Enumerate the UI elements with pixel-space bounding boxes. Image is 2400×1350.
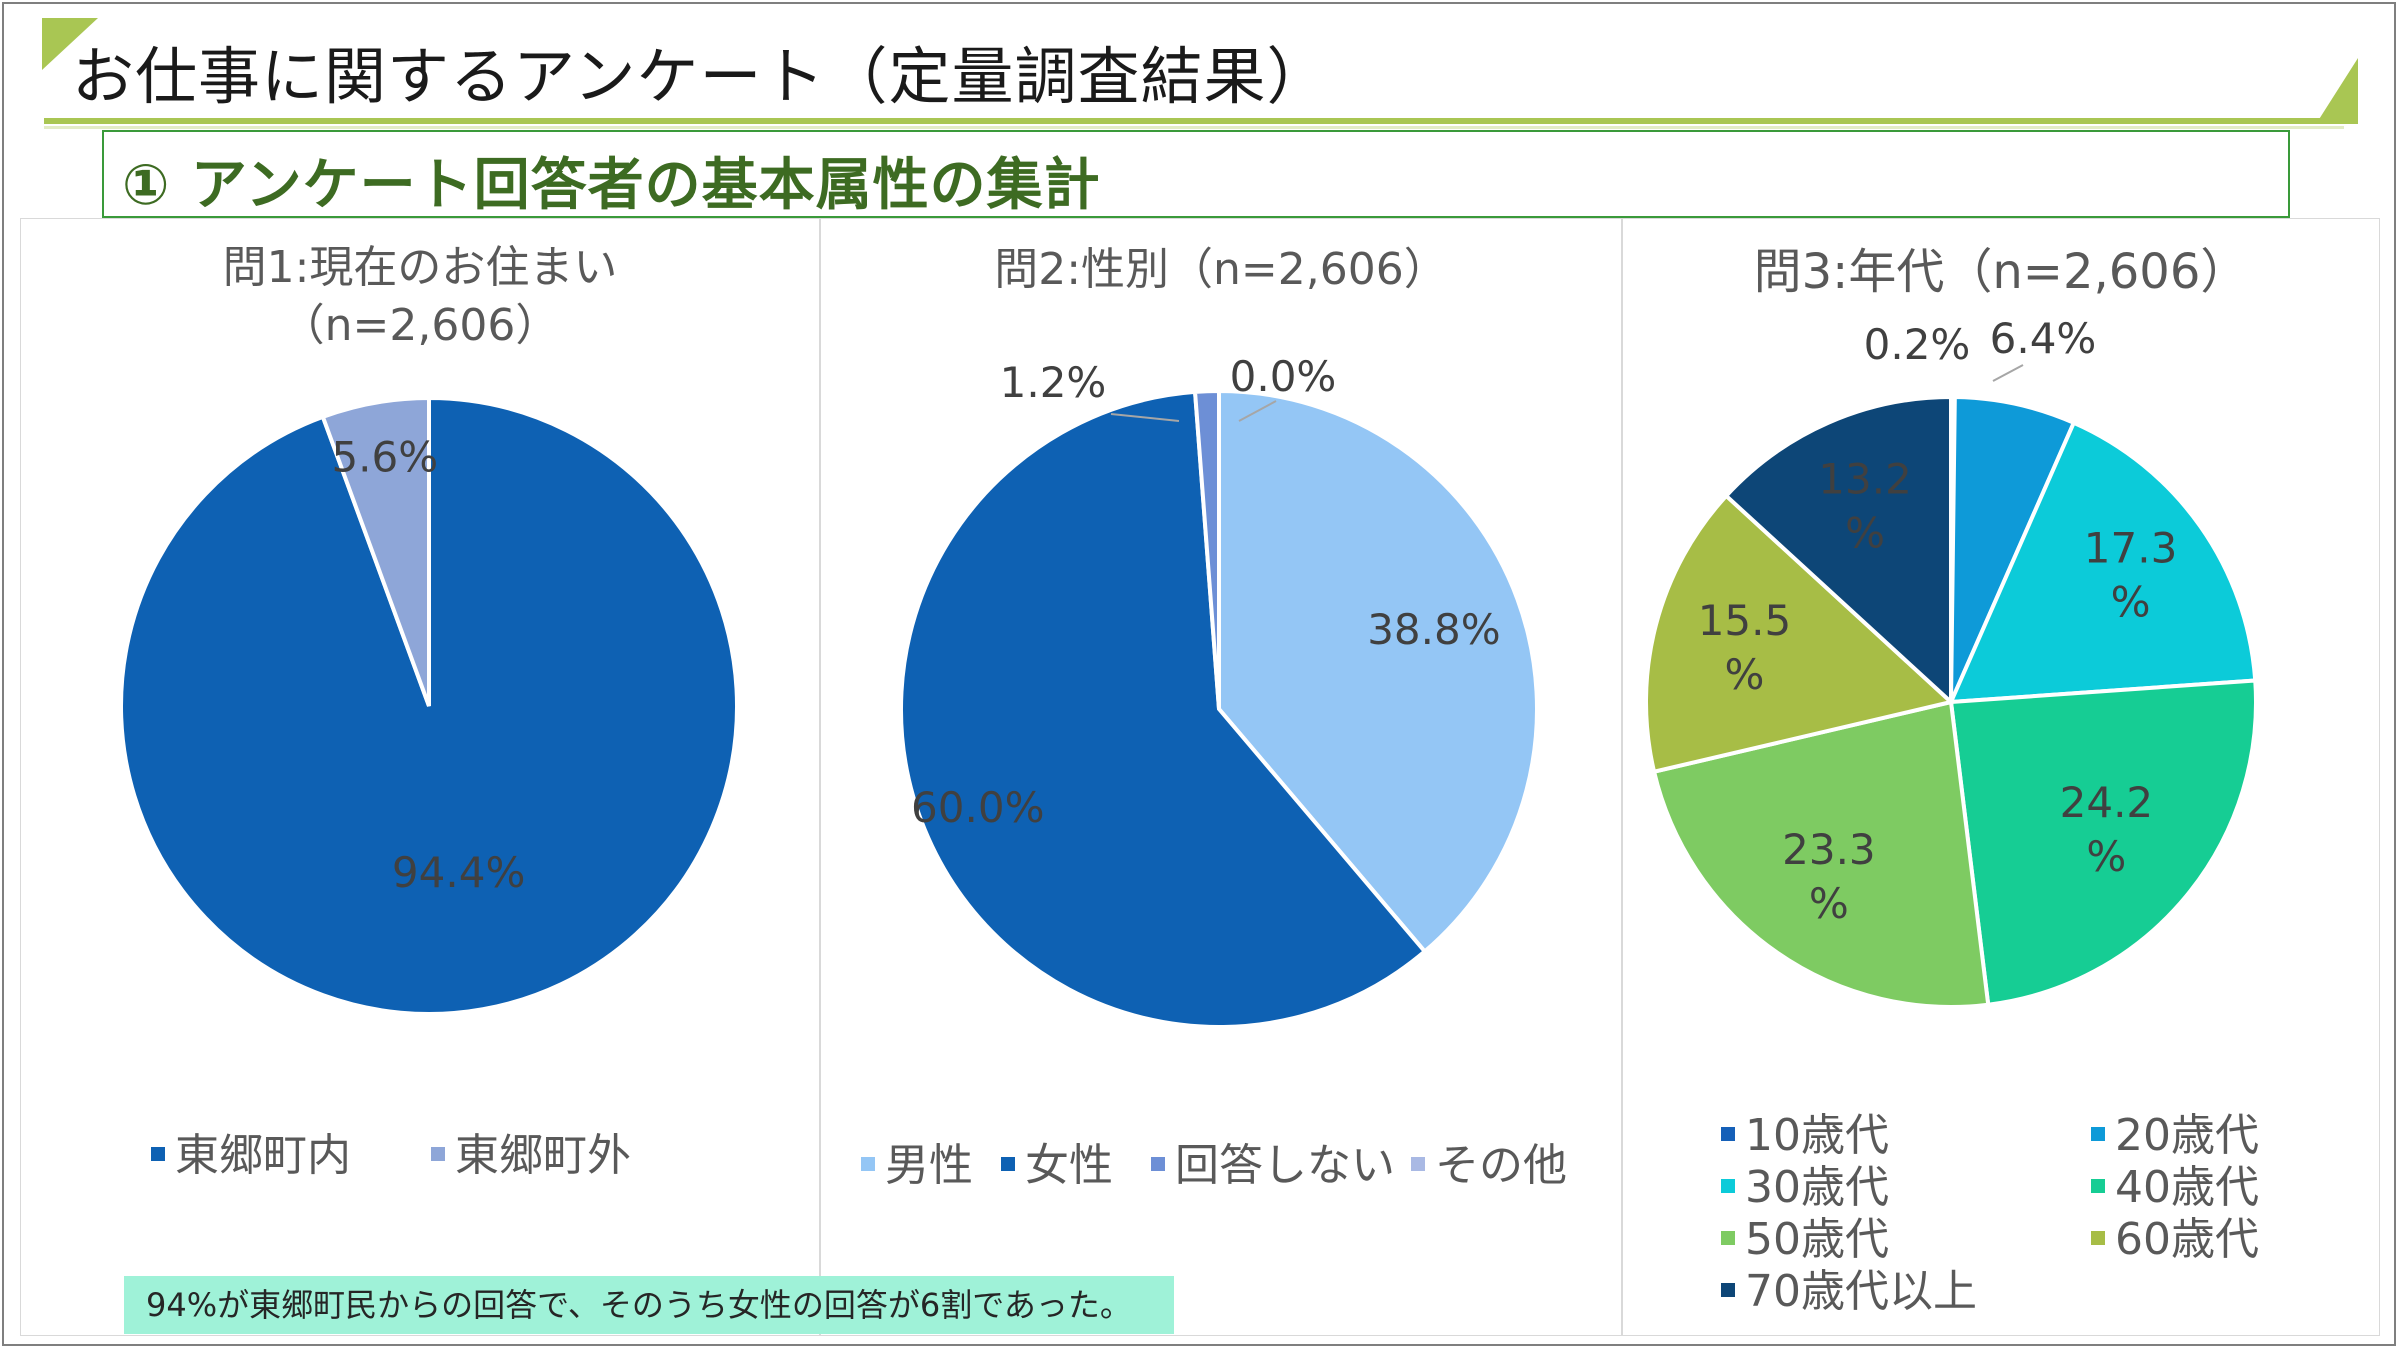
data-label-2: 5.6% bbox=[331, 432, 438, 481]
title-bar: お仕事に関するアンケート（定量調査結果） bbox=[42, 18, 2358, 129]
legend-item-3: 回答しない bbox=[1151, 1129, 1395, 1193]
pie-slice-5 bbox=[1651, 699, 1991, 1009]
pie-slice-3 bbox=[1192, 388, 1221, 710]
pie-slice-2 bbox=[320, 395, 431, 707]
pie-chart-age: 17.3 % 24.2 % 23.3 % 15.5 % 13.2 % 0.2% 6.4% bbox=[1644, 314, 2258, 1009]
legend-swatch-3 bbox=[1151, 1157, 1165, 1171]
chart-title-residence-line1: 問1:現在のお住まい bbox=[222, 242, 618, 293]
legend-label-3: 回答しない bbox=[1175, 1140, 1395, 1191]
data-label-7: 13.2% bbox=[1818, 455, 1912, 558]
legend-label-1: 10歳代 bbox=[1745, 1110, 1889, 1161]
pie-slice-4 bbox=[1948, 678, 2258, 1007]
legend-swatch-4 bbox=[1411, 1157, 1425, 1171]
legend-label-2: 20歳代 bbox=[2115, 1110, 2259, 1161]
legend-item-4: 40歳代 bbox=[2091, 1151, 2259, 1215]
title-right-accent-icon bbox=[2316, 58, 2358, 124]
legend-swatch-5 bbox=[1721, 1231, 1735, 1245]
data-label-1: 94.4% bbox=[392, 848, 525, 897]
legend-item-1: 男性 bbox=[861, 1129, 973, 1193]
legend-item-2: 20歳代 bbox=[2091, 1099, 2259, 1163]
legend-label-3: 30歳代 bbox=[1745, 1162, 1889, 1213]
legend-swatch-7 bbox=[1721, 1283, 1735, 1297]
legend-item-1: 10歳代 bbox=[1721, 1099, 1889, 1163]
legend-label-5: 50歳代 bbox=[1745, 1214, 1889, 1265]
pie-slice-2 bbox=[899, 389, 1428, 1029]
legend-label-2: 東郷町外 bbox=[455, 1130, 631, 1181]
legend-swatch-1 bbox=[861, 1157, 875, 1171]
title-underline bbox=[44, 118, 2344, 124]
legend-label-4: その他 bbox=[1435, 1140, 1567, 1191]
legend-item-6: 60歳代 bbox=[2091, 1203, 2259, 1267]
legend-swatch-2 bbox=[431, 1147, 445, 1161]
section-heading: ① アンケート回答者の基本属性の集計 bbox=[122, 153, 1101, 218]
legend-item-3: 30歳代 bbox=[1721, 1151, 1889, 1215]
legend-label-1: 男性 bbox=[885, 1140, 973, 1191]
legend-swatch-3 bbox=[1721, 1179, 1735, 1193]
chart-panel-gender: 問2:性別（n=2,606） 38.8% 60.0% 1.2% 0.0% 男性 女性 回答… bbox=[820, 218, 1622, 1336]
leader-line-4 bbox=[1238, 400, 1277, 422]
legend-label-2: 女性 bbox=[1025, 1140, 1113, 1191]
data-label-2: 60.0% bbox=[911, 783, 1044, 832]
chart-panel-residence: 問1:現在のお住まい （n=2,606） 94.4% 5.6% 東郷町内 東郷町外 bbox=[20, 218, 820, 1336]
pie-slice-6 bbox=[1644, 493, 1956, 775]
legend-item-2: 女性 bbox=[1001, 1129, 1113, 1193]
legend-item-5: 50歳代 bbox=[1721, 1203, 1889, 1267]
legend-label-7: 70歳代以上 bbox=[1745, 1266, 1977, 1317]
data-label-2: 6.4% bbox=[1990, 314, 2097, 363]
chart-panel-age: 問3:年代（n=2,606） 17.3% 24.2% 23.3% 15.5% 13.2%… bbox=[1622, 218, 2380, 1336]
pie-slice-7 bbox=[1723, 394, 1953, 707]
legend-item-4: その他 bbox=[1411, 1129, 1567, 1193]
legend-swatch-6 bbox=[2091, 1231, 2105, 1245]
pie-slice-1 bbox=[1217, 388, 1539, 955]
legend-swatch-2 bbox=[2091, 1127, 2105, 1141]
legend-label-4: 40歳代 bbox=[2115, 1162, 2259, 1213]
legend-item-1: 東郷町内 bbox=[151, 1119, 351, 1183]
title-underline-shadow bbox=[44, 126, 2344, 129]
leader-line-3 bbox=[1110, 413, 1180, 422]
summary-note: 94%が東郷町民からの回答で、そのうち女性の回答が6割であった。 bbox=[124, 1276, 1174, 1334]
title-corner-accent-icon bbox=[42, 18, 98, 70]
data-label-1: 38.8% bbox=[1367, 605, 1500, 654]
legend-label-6: 60歳代 bbox=[2115, 1214, 2259, 1265]
pie-slice-3 bbox=[1947, 420, 2258, 705]
data-label-4: 24.2% bbox=[2060, 778, 2154, 881]
pie-chart-gender: 38.8% 60.0% 1.2% 0.0% bbox=[899, 352, 1539, 1029]
data-label-1: 0.2% bbox=[1864, 320, 1971, 369]
data-label-6: 15.5% bbox=[1698, 596, 1792, 699]
data-label-4: 0.0% bbox=[1230, 352, 1337, 401]
chart-title-age: 問3:年代（n=2,606） bbox=[1753, 244, 2249, 300]
chart-title-gender: 問2:性別（n=2,606） bbox=[994, 244, 1448, 295]
legend-item-7: 70歳代以上 bbox=[1721, 1255, 1977, 1319]
legend-item-2: 東郷町外 bbox=[431, 1119, 631, 1183]
pie-slice-2 bbox=[1949, 394, 2077, 703]
data-label-5: 23.3% bbox=[1782, 825, 1876, 928]
leader-line-2 bbox=[1992, 364, 2024, 382]
data-label-3: 17.3% bbox=[2084, 524, 2178, 627]
legend-swatch-2 bbox=[1001, 1157, 1015, 1171]
section-heading-box: ① アンケート回答者の基本属性の集計 bbox=[102, 130, 2290, 218]
legend-swatch-4 bbox=[2091, 1179, 2105, 1193]
pie-chart-residence: 94.4% 5.6% bbox=[119, 395, 739, 1016]
data-label-3: 1.2% bbox=[1000, 358, 1107, 407]
legend-swatch-1 bbox=[1721, 1127, 1735, 1141]
page-title: お仕事に関するアンケート（定量調査結果） bbox=[72, 40, 1330, 113]
chart-title-residence-line2: （n=2,606） bbox=[280, 300, 560, 351]
legend-label-1: 東郷町内 bbox=[175, 1130, 351, 1181]
legend-swatch-1 bbox=[151, 1147, 165, 1161]
